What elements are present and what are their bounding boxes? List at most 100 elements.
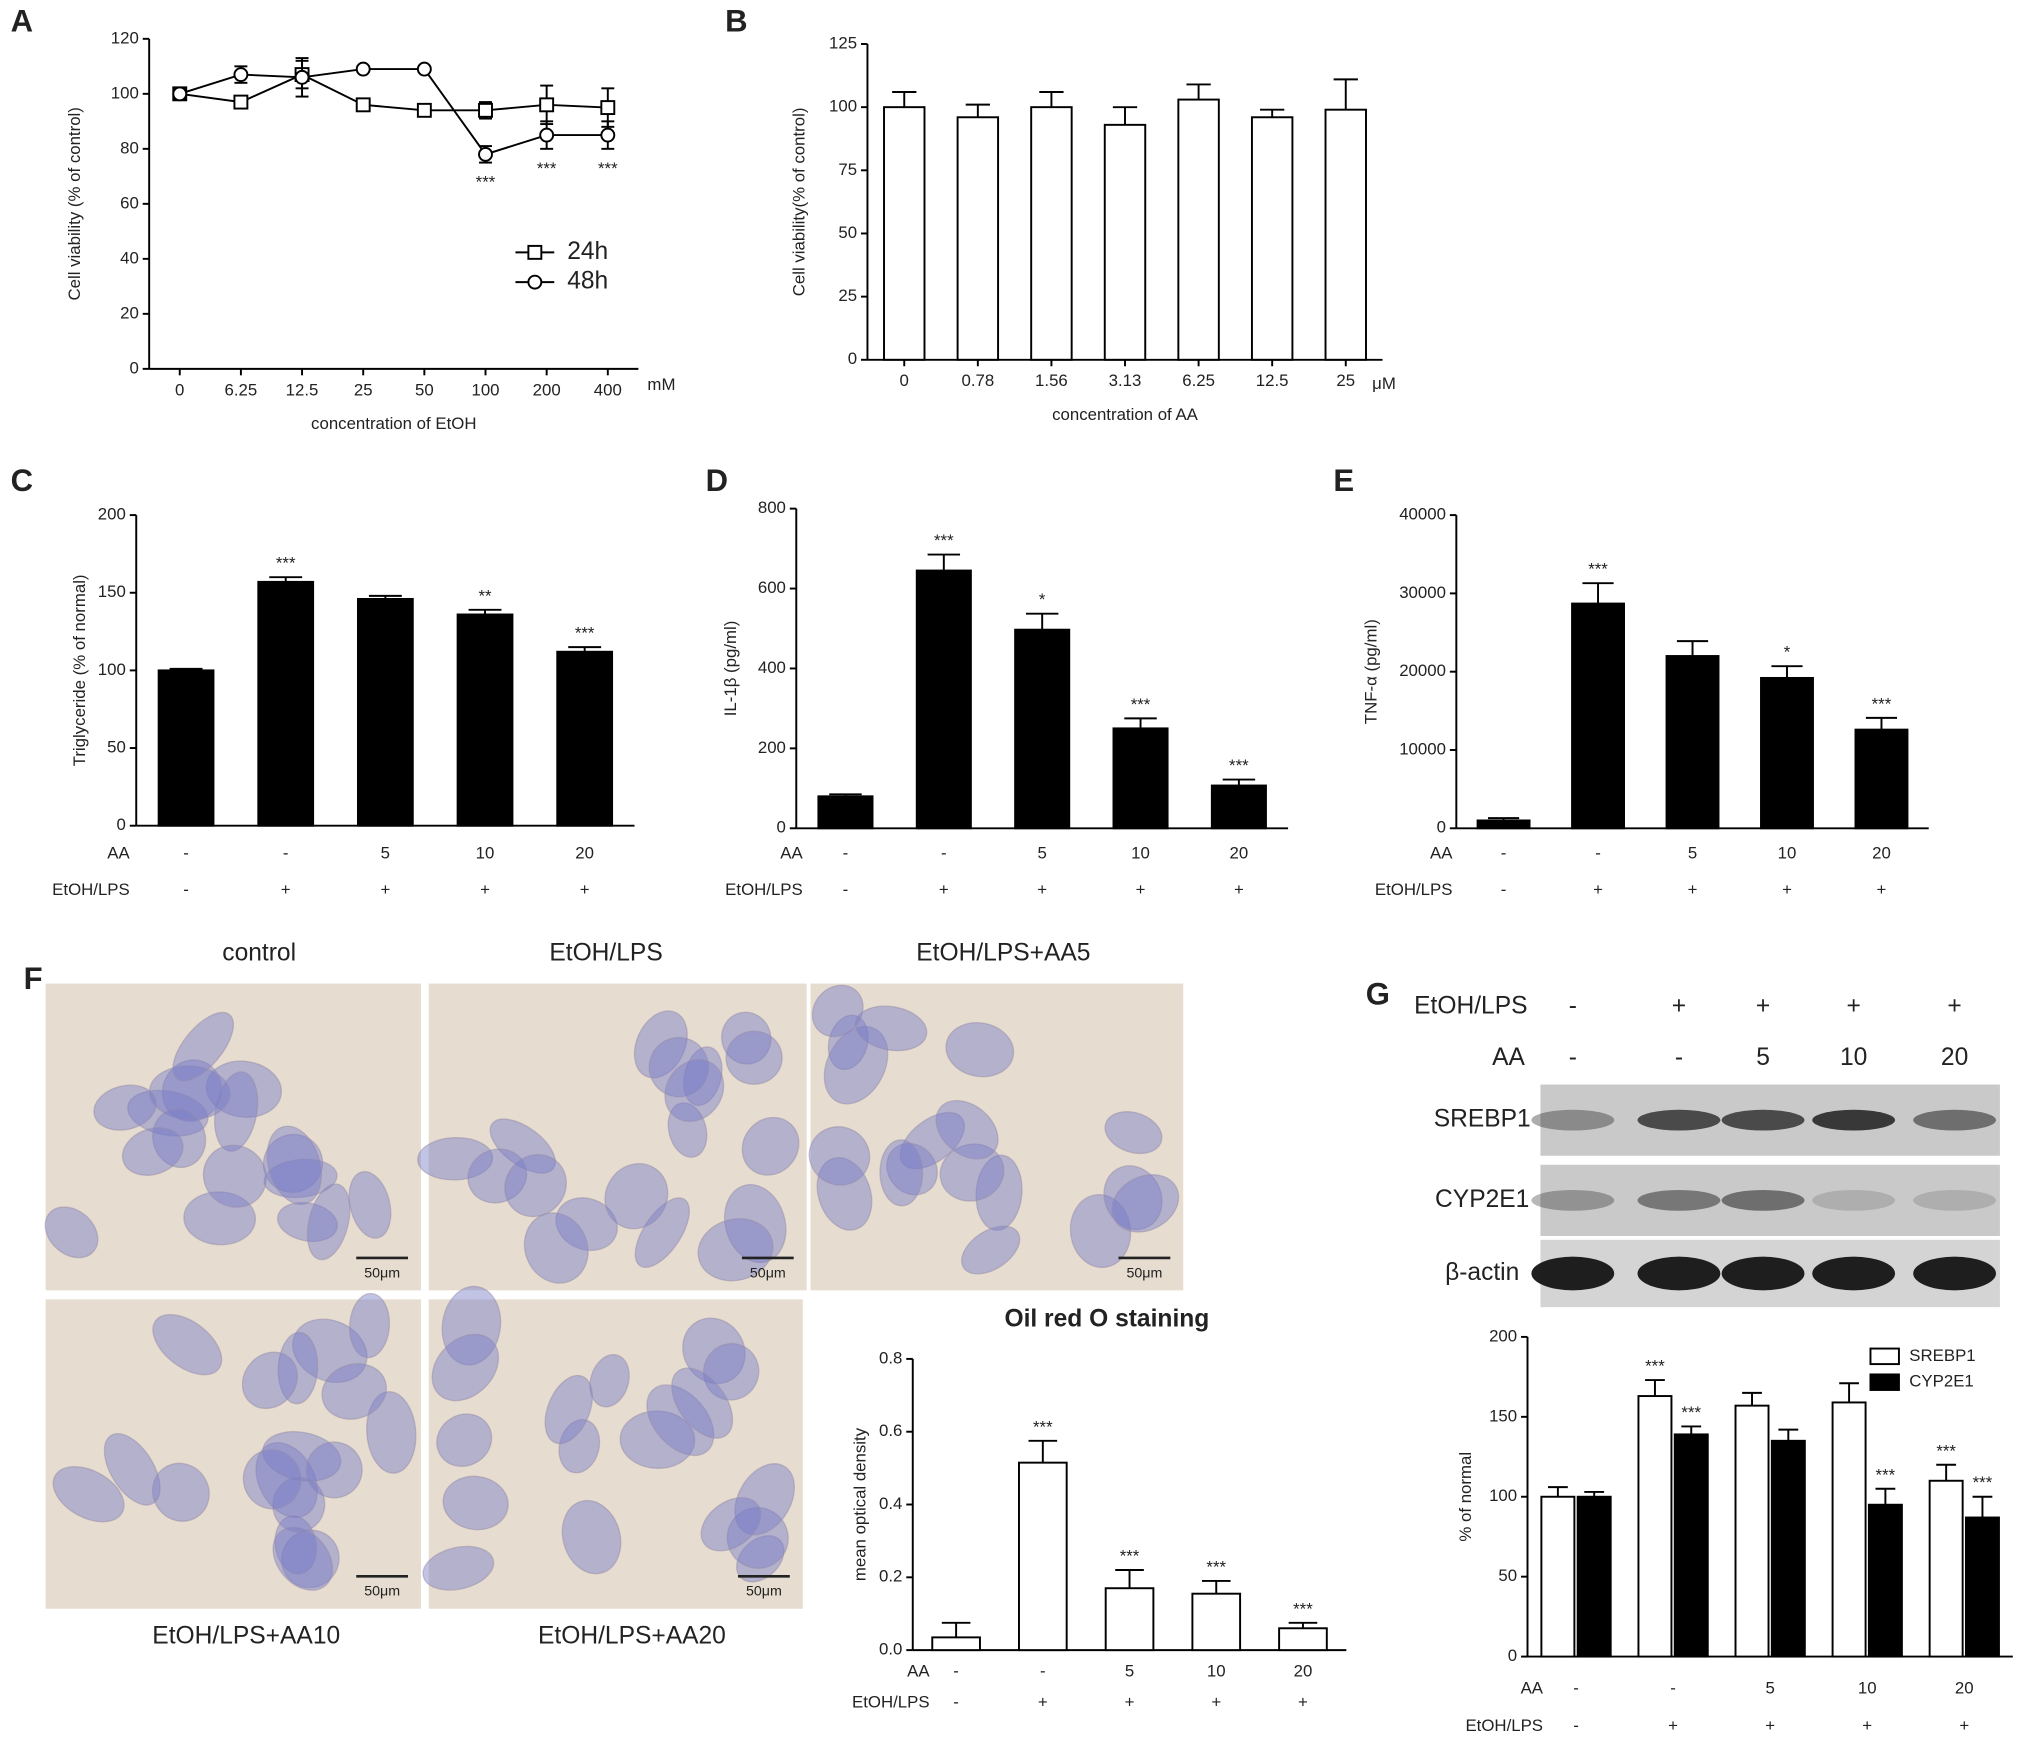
- legend-label: 24h: [567, 238, 608, 265]
- treatment-value: -: [843, 844, 849, 863]
- cell: [724, 1183, 787, 1264]
- bar: [1867, 1503, 1903, 1658]
- western-blot: EtOH/LPS - + + + + AA - - 5 10 20 SREBP1 CYP2E1 β-acti…: [1414, 992, 2000, 1308]
- significance: ***: [1206, 1557, 1226, 1576]
- significance: ***: [1681, 1403, 1701, 1422]
- bar: [556, 650, 614, 827]
- legend-label: SREBP1: [1909, 1346, 1975, 1365]
- cell: [555, 1197, 618, 1252]
- treatment-value: +: [1765, 1716, 1775, 1735]
- y-axis-label: % of normal: [1456, 1452, 1475, 1542]
- blot-band: [1531, 1190, 1615, 1211]
- treatment-value: 20: [1872, 844, 1891, 863]
- cell: [121, 1127, 184, 1176]
- treatment-name: AA: [1521, 1678, 1544, 1697]
- cell: [366, 1391, 417, 1474]
- y-tick-label: 100: [98, 660, 126, 679]
- treatment-name: AA: [780, 844, 803, 863]
- y-tick-label: 0: [777, 818, 786, 837]
- cell: [741, 1116, 800, 1176]
- y-tick-label: 40000: [1399, 505, 1446, 524]
- significance: *: [1039, 590, 1046, 609]
- treatment-value: 10: [476, 844, 495, 863]
- y-tick-label: 10000: [1399, 739, 1446, 758]
- treatment-value: 5: [1765, 1678, 1774, 1697]
- scale-bar-label: 50μm: [746, 1584, 782, 1600]
- treatment-value: +: [1593, 880, 1603, 899]
- y-tick-label: 0.4: [879, 1494, 902, 1513]
- x-tick-label: 0.78: [961, 371, 994, 390]
- significance: ***: [1876, 1465, 1896, 1484]
- blot-band: [1812, 1256, 1896, 1291]
- y-axis-label: mean optical density: [850, 1427, 869, 1581]
- bar: [883, 106, 926, 361]
- blot-band: [1812, 1109, 1896, 1131]
- significance: **: [478, 586, 492, 605]
- point: [355, 97, 371, 113]
- treatment-value: +: [1782, 880, 1792, 899]
- y-tick-label: 0.6: [879, 1421, 902, 1440]
- blot-band: [1531, 1109, 1615, 1131]
- cell: [823, 1025, 889, 1105]
- x-tick-label: 6.25: [225, 380, 258, 399]
- legend-marker: [527, 274, 543, 290]
- cell: [436, 1413, 493, 1467]
- treatment-value: +: [1688, 880, 1698, 899]
- bar: [1734, 1404, 1770, 1658]
- treatment-value: -: [1595, 844, 1601, 863]
- cell: [44, 1206, 99, 1259]
- treatment-value: 20: [1955, 1678, 1974, 1697]
- y-tick-label: 0: [1437, 818, 1446, 837]
- panel-label: D: [706, 463, 728, 498]
- treatment-name: EtOH/LPS: [1465, 1716, 1543, 1735]
- blot-band: [1531, 1256, 1615, 1291]
- scale-bar-label: 50μm: [750, 1265, 786, 1281]
- bar: [257, 580, 315, 827]
- treatment-value: -: [1040, 1662, 1046, 1681]
- cell: [827, 1014, 869, 1071]
- cell: [214, 1071, 259, 1152]
- y-tick-label: 75: [838, 160, 857, 179]
- blot-row-value: 20: [1941, 1044, 1968, 1071]
- blot-row-name: EtOH/LPS: [1414, 992, 1527, 1019]
- bar: [1104, 1587, 1155, 1652]
- cell: [272, 1526, 334, 1591]
- cell: [292, 1318, 368, 1383]
- cell: [816, 1157, 873, 1231]
- cell: [879, 1139, 924, 1207]
- significance: ***: [1872, 694, 1892, 713]
- blot-band: [1637, 1190, 1721, 1211]
- panel-label: B: [725, 3, 747, 38]
- y-tick-label: 0.8: [879, 1348, 902, 1367]
- x-unit: μM: [1372, 374, 1396, 393]
- bar: [1665, 655, 1720, 830]
- y-tick-label: 100: [1489, 1486, 1517, 1505]
- treatment-value: +: [1038, 1693, 1048, 1712]
- cell: [886, 1142, 938, 1196]
- cell: [306, 1183, 351, 1261]
- point: [416, 102, 432, 118]
- blot-row-value: +: [1846, 992, 1860, 1019]
- bar: [1278, 1627, 1328, 1652]
- y-tick-label: 80: [120, 138, 139, 157]
- cell: [646, 1384, 715, 1457]
- y-tick-label: 120: [111, 28, 139, 47]
- cell: [702, 1342, 760, 1401]
- cell: [348, 1292, 391, 1359]
- blot-band-label: SREBP1: [1434, 1106, 1531, 1133]
- panel-label: G: [1366, 977, 1390, 1012]
- significance: ***: [1645, 1357, 1665, 1376]
- y-tick-label: 400: [758, 658, 786, 677]
- scale-bar-label: 50μm: [364, 1265, 400, 1281]
- bar: [956, 116, 1000, 361]
- bar: [1030, 106, 1073, 361]
- treatment-value: -: [1501, 844, 1507, 863]
- treatment-value: 5: [1125, 1662, 1134, 1681]
- y-tick-label: 0: [117, 815, 126, 834]
- significance: ***: [537, 159, 557, 178]
- cell: [152, 1108, 207, 1169]
- cell: [441, 1285, 502, 1366]
- treatment-value: 10: [1778, 844, 1797, 863]
